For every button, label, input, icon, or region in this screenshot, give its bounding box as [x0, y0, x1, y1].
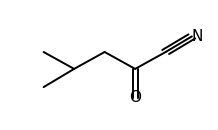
- Text: O: O: [129, 90, 141, 105]
- Text: N: N: [192, 29, 203, 44]
